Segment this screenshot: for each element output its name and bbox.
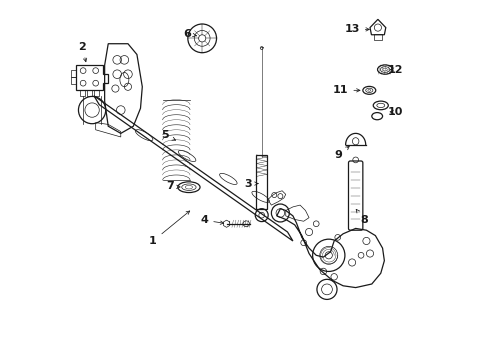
Text: 5: 5 — [161, 130, 175, 140]
Text: 1: 1 — [149, 211, 189, 246]
Bar — [373, 35, 382, 40]
Text: 2: 2 — [79, 42, 86, 62]
Text: 4: 4 — [200, 215, 223, 225]
Text: 9: 9 — [334, 147, 348, 160]
Text: 10: 10 — [386, 107, 402, 117]
Text: 6: 6 — [183, 29, 196, 39]
Text: 3: 3 — [244, 179, 258, 189]
Text: 8: 8 — [355, 210, 368, 225]
Text: 11: 11 — [332, 85, 359, 95]
Text: 12: 12 — [386, 64, 402, 75]
Text: 7: 7 — [166, 181, 180, 192]
Bar — [256, 155, 266, 209]
Text: 13: 13 — [344, 24, 368, 35]
